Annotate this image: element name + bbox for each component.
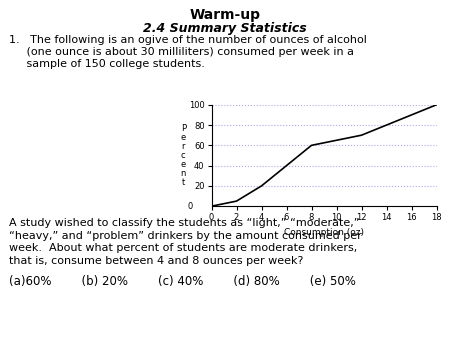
Text: “heavy,” and “problem” drinkers by the amount consumed per: “heavy,” and “problem” drinkers by the a… <box>9 231 362 241</box>
Y-axis label: P
e
r
c
e
n
t: P e r c e n t <box>180 124 186 187</box>
Text: 2.4 Summary Statistics: 2.4 Summary Statistics <box>143 22 307 35</box>
Text: A study wished to classify the students as “light,” “moderate,”: A study wished to classify the students … <box>9 218 360 228</box>
Text: Warm-up: Warm-up <box>189 8 261 22</box>
Text: week.  About what percent of students are moderate drinkers,: week. About what percent of students are… <box>9 243 357 253</box>
Text: sample of 150 college students.: sample of 150 college students. <box>9 59 205 69</box>
Text: (a)60%        (b) 20%        (c) 40%        (d) 80%        (e) 50%: (a)60% (b) 20% (c) 40% (d) 80% (e) 50% <box>9 275 356 288</box>
Text: that is, consume between 4 and 8 ounces per week?: that is, consume between 4 and 8 ounces … <box>9 256 303 266</box>
Text: 0: 0 <box>188 202 193 211</box>
X-axis label: Consumption (oz): Consumption (oz) <box>284 228 364 237</box>
Text: 1.   The following is an ogive of the number of ounces of alcohol: 1. The following is an ogive of the numb… <box>9 35 367 46</box>
Text: (one ounce is about 30 milliliters) consumed per week in a: (one ounce is about 30 milliliters) cons… <box>9 47 354 57</box>
